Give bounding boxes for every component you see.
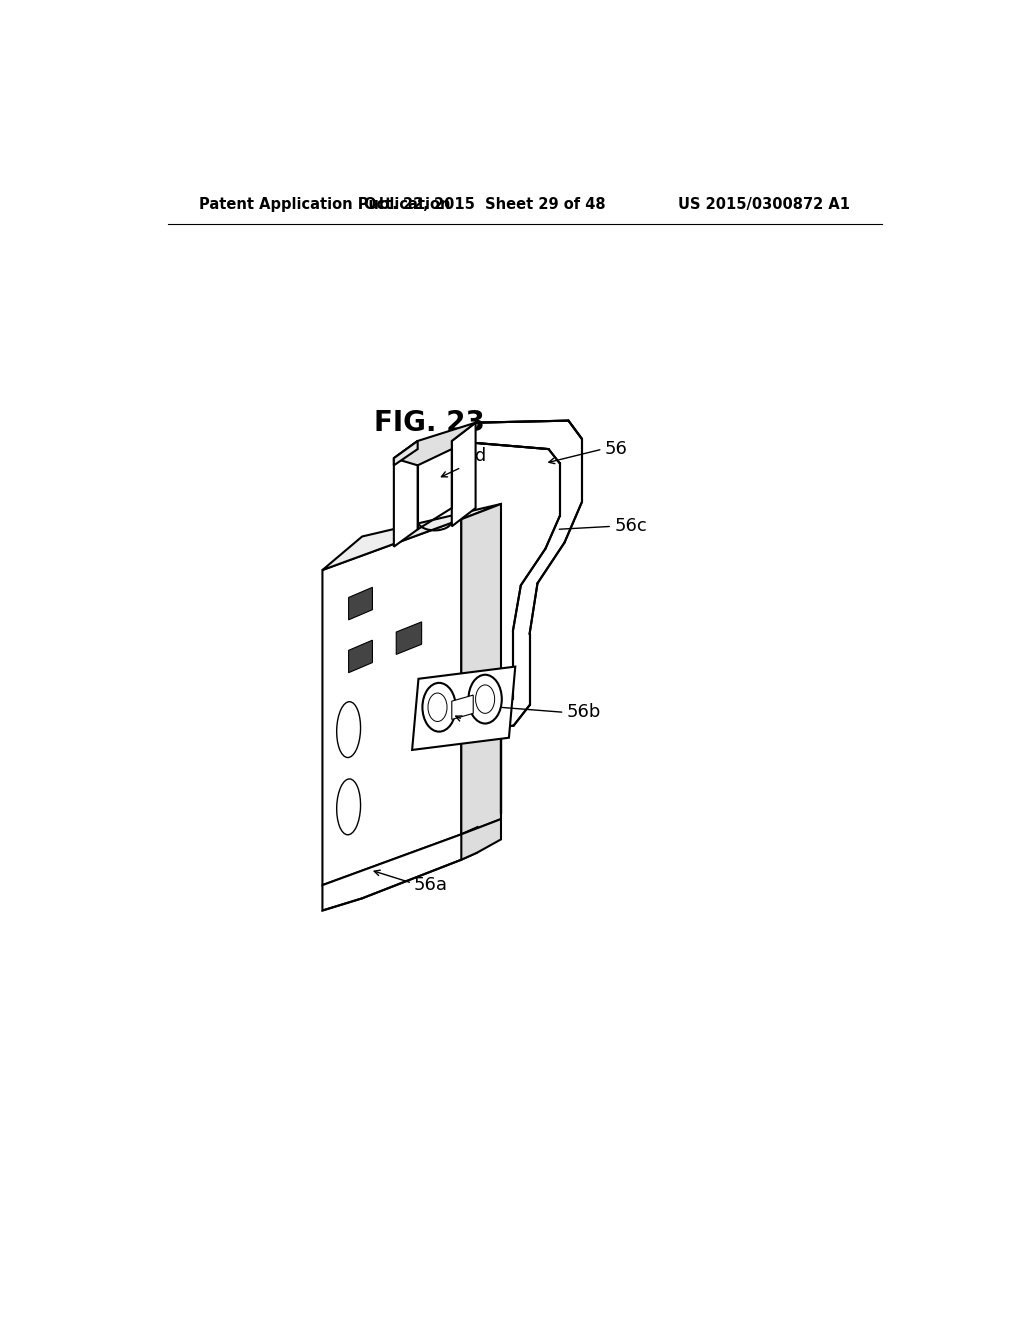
Text: 56a: 56a — [414, 876, 447, 894]
Text: 56: 56 — [604, 440, 627, 458]
Ellipse shape — [337, 702, 360, 758]
Text: 58: 58 — [454, 722, 477, 741]
Polygon shape — [323, 828, 477, 911]
Text: 56d: 56d — [453, 447, 486, 466]
Polygon shape — [452, 421, 582, 727]
Polygon shape — [394, 441, 418, 546]
Polygon shape — [412, 667, 515, 750]
Text: US 2015/0300872 A1: US 2015/0300872 A1 — [678, 197, 850, 211]
Polygon shape — [348, 587, 373, 620]
Polygon shape — [323, 519, 461, 886]
Text: Patent Application Publication: Patent Application Publication — [200, 197, 451, 211]
Text: 56b: 56b — [566, 704, 600, 721]
Text: 56c: 56c — [614, 517, 647, 536]
Polygon shape — [461, 504, 501, 834]
Polygon shape — [452, 422, 475, 527]
Polygon shape — [452, 696, 473, 719]
Polygon shape — [348, 640, 373, 673]
Text: Oct. 22, 2015  Sheet 29 of 48: Oct. 22, 2015 Sheet 29 of 48 — [365, 197, 606, 211]
Text: FIG. 23: FIG. 23 — [374, 409, 485, 437]
Polygon shape — [394, 441, 418, 466]
Ellipse shape — [423, 682, 456, 731]
Ellipse shape — [468, 675, 502, 723]
Ellipse shape — [337, 779, 360, 834]
Polygon shape — [394, 422, 475, 466]
Polygon shape — [461, 818, 501, 859]
Polygon shape — [396, 622, 422, 655]
Polygon shape — [323, 504, 501, 570]
